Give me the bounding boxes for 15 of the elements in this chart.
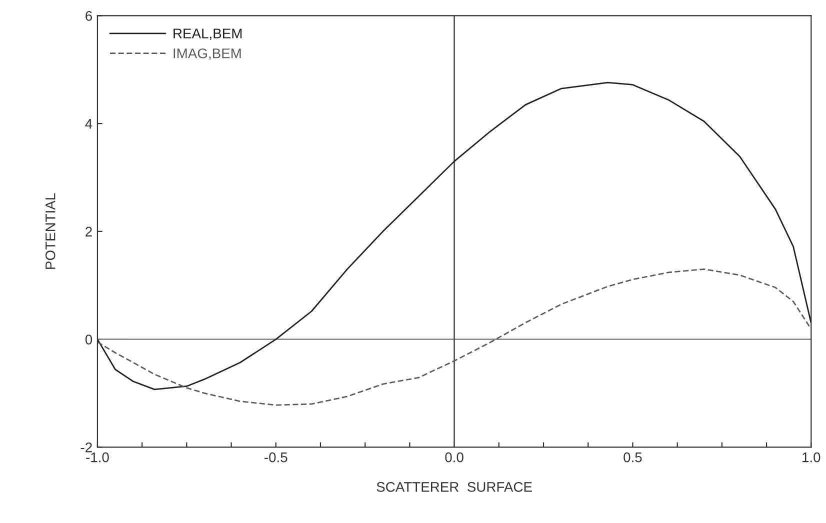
y-tick-label: 4 <box>85 119 92 129</box>
legend-label: IMAG,BEM <box>174 48 241 60</box>
x-tick-label: 0.0 <box>445 452 464 462</box>
legend-label: REAL,BEM <box>174 28 242 40</box>
x-tick-label: -1.0 <box>86 452 109 462</box>
x-tick-label: -0.5 <box>264 452 288 462</box>
y-tick-label: 0 <box>85 334 92 344</box>
y-tick-label: 2 <box>86 226 92 236</box>
line-series <box>97 82 812 390</box>
y-tick-label: -2 <box>80 442 92 452</box>
x-tick-label: 0.5 <box>624 452 642 462</box>
x-axis-title: SCATTERER SURFACE <box>376 482 532 492</box>
x-tick-label: 1.0 <box>802 452 820 462</box>
y-tick-label: 6 <box>86 11 92 21</box>
y-axis-title: POTENTIAL <box>45 193 56 269</box>
